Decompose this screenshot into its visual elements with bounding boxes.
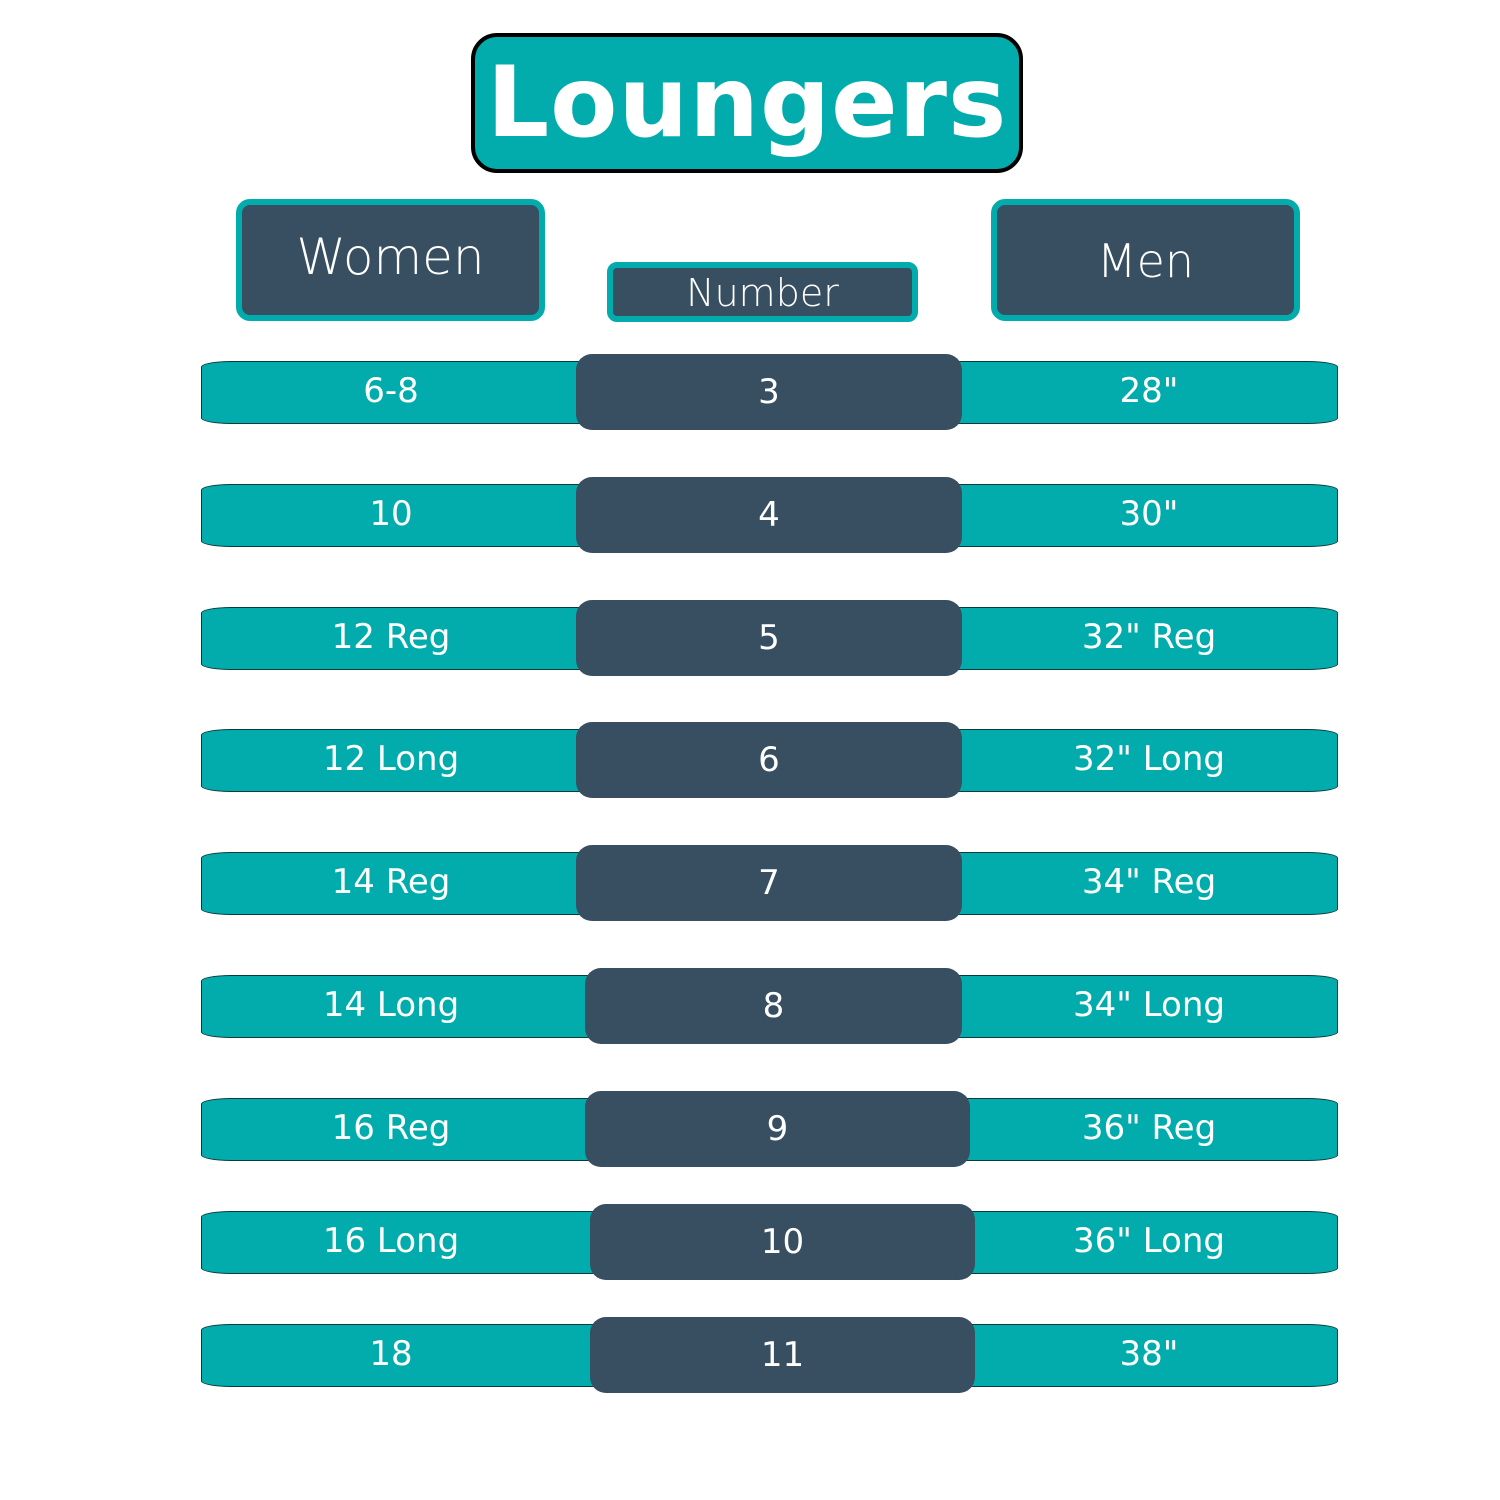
men-size-cell: 30" <box>920 484 1338 547</box>
women-size-cell: 14 Long <box>201 975 621 1038</box>
number-cell: 5 <box>576 600 962 676</box>
men-size-cell: 32" Reg <box>920 607 1338 670</box>
men-size-cell: 34" Long <box>920 975 1338 1038</box>
number-cell: 9 <box>585 1091 970 1167</box>
column-header-women: Women <box>236 199 545 321</box>
men-size-cell: 36" Reg <box>920 1098 1338 1161</box>
men-size-cell: 38" <box>920 1324 1338 1387</box>
women-size-cell: 6-8 <box>201 361 621 424</box>
women-size-cell: 12 Long <box>201 729 621 792</box>
men-size-cell: 28" <box>920 361 1338 424</box>
number-cell: 8 <box>585 968 962 1044</box>
number-cell: 3 <box>576 354 962 430</box>
men-size-cell: 32" Long <box>920 729 1338 792</box>
women-size-cell: 16 Reg <box>201 1098 621 1161</box>
women-size-cell: 10 <box>201 484 621 547</box>
men-size-cell: 36" Long <box>920 1211 1338 1274</box>
women-size-cell: 16 Long <box>201 1211 621 1274</box>
women-size-cell: 12 Reg <box>201 607 621 670</box>
men-size-cell: 34" Reg <box>920 852 1338 915</box>
column-header-men: Men <box>991 199 1300 321</box>
number-cell: 11 <box>590 1317 975 1393</box>
number-cell: 6 <box>576 722 962 798</box>
column-header-number: Number <box>607 262 918 322</box>
number-cell: 10 <box>590 1204 975 1280</box>
women-size-cell: 18 <box>201 1324 621 1387</box>
number-cell: 7 <box>576 845 962 921</box>
page-title: Loungers <box>471 33 1023 173</box>
number-cell: 4 <box>576 477 962 553</box>
women-size-cell: 14 Reg <box>201 852 621 915</box>
